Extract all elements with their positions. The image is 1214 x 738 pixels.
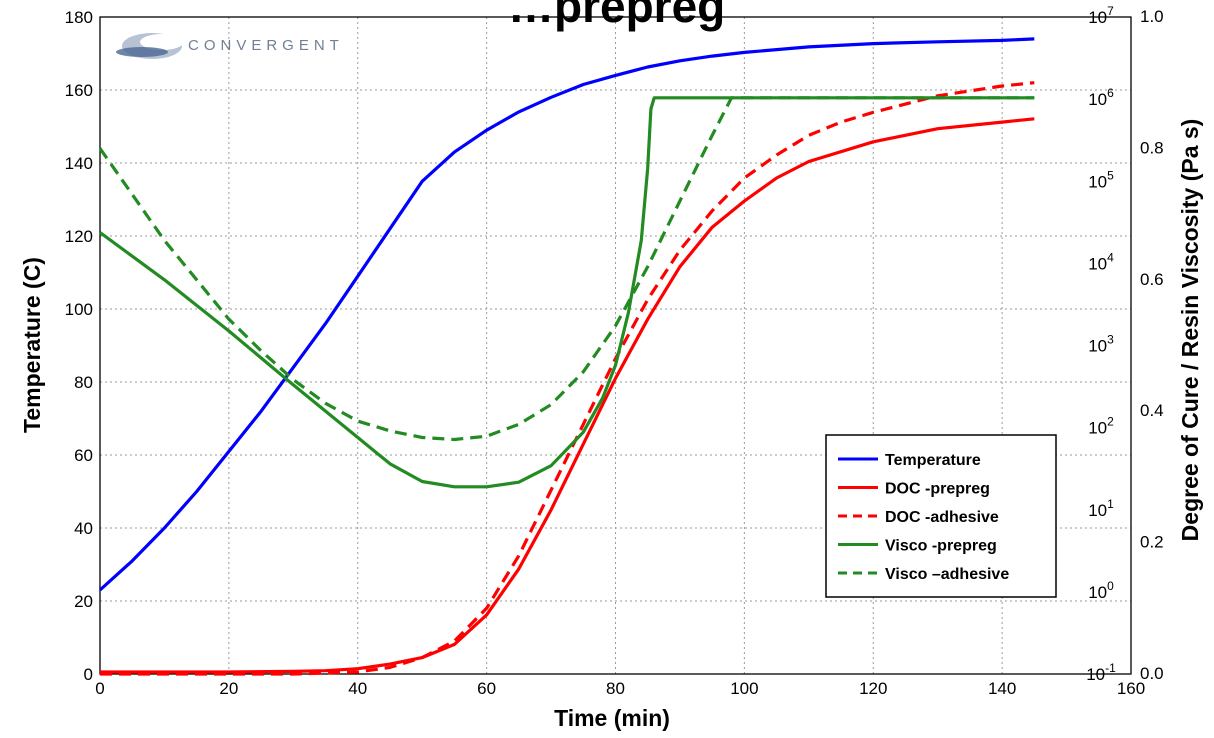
x-tick-label: 140 <box>988 679 1016 698</box>
x-tick-label: 120 <box>859 679 887 698</box>
y2-tick-label: 0.2 <box>1140 533 1164 552</box>
x-axis-title: Time (min) <box>554 705 670 731</box>
x-tick-label: 40 <box>348 679 367 698</box>
x-tick-label: 80 <box>606 679 625 698</box>
y-tick-label: 180 <box>65 8 93 27</box>
series-line-0 <box>98 37 1035 592</box>
tick-labels: 0 20 40 60 80 100 120 140 160 0 20 40 60 80 100 120 140 1… <box>65 4 1164 698</box>
y-tick-label: 60 <box>74 446 93 465</box>
x-tick-label: 20 <box>219 679 238 698</box>
legend-box <box>825 434 1057 598</box>
y3-tick-label: 107 <box>1088 4 1114 27</box>
series-line-1 <box>100 117 1035 674</box>
y-tick-label: 160 <box>65 81 93 100</box>
y2-tick-label: 0.4 <box>1140 401 1164 420</box>
y-tick-label: 0 <box>84 665 93 684</box>
y3-tick-label: 100 <box>1088 579 1114 602</box>
series-line-2 <box>100 81 1035 676</box>
logo-swoosh-highlight <box>140 34 184 50</box>
y-tick-label: 120 <box>65 227 93 246</box>
y2-tick-label: 0.8 <box>1140 138 1164 157</box>
y2-axis-title: Degree of Cure / Resin Viscosity (Pa s) <box>1177 119 1203 542</box>
x-tick-label: 100 <box>730 679 758 698</box>
series-line-3 <box>99 96 1035 489</box>
y3-tick-label: 101 <box>1088 497 1114 520</box>
y3-tick-label: 106 <box>1088 86 1114 109</box>
x-tick-label: 160 <box>1117 679 1145 698</box>
convergent-logo: CONVERGENT <box>116 33 344 59</box>
y3-tick-label: 103 <box>1088 333 1114 356</box>
legend: Temperature DOC -prepreg DOC -adhesive Visc… <box>825 434 1057 598</box>
grid <box>100 17 1131 674</box>
legend-label: DOC -prepreg <box>885 481 990 498</box>
plot-frame <box>99 16 1132 675</box>
series-line-4 <box>98 96 1035 442</box>
y-axis-title: Temperature (C) <box>19 257 45 433</box>
y2-tick-label: 0.6 <box>1140 270 1164 289</box>
y-tick-label: 80 <box>74 373 93 392</box>
y-tick-label: 100 <box>65 300 93 319</box>
series-layer <box>98 37 1035 676</box>
logo-text: CONVERGENT <box>188 37 344 54</box>
x-tick-label: 0 <box>95 679 104 698</box>
logo-swoosh-tail <box>116 47 168 57</box>
legend-label: Visco -prepreg <box>885 538 997 555</box>
legend-label: Temperature <box>885 452 981 469</box>
y3-tick-label: 105 <box>1088 168 1114 191</box>
y2-tick-label: 0.0 <box>1140 664 1164 683</box>
y3-tick-label: 102 <box>1088 415 1114 438</box>
y-tick-label: 20 <box>74 592 93 611</box>
chart-title: …prepreg <box>508 0 725 32</box>
legend-label: Visco –adhesive <box>885 566 1009 583</box>
x-tick-label: 60 <box>477 679 496 698</box>
y-tick-label: 40 <box>74 519 93 538</box>
y3-tick-label: 104 <box>1088 250 1114 273</box>
legend-label: DOC -adhesive <box>885 509 999 526</box>
y3-tick-label: 10-1 <box>1086 661 1116 684</box>
y-tick-label: 140 <box>65 154 93 173</box>
y2-tick-label: 1.0 <box>1140 7 1164 26</box>
